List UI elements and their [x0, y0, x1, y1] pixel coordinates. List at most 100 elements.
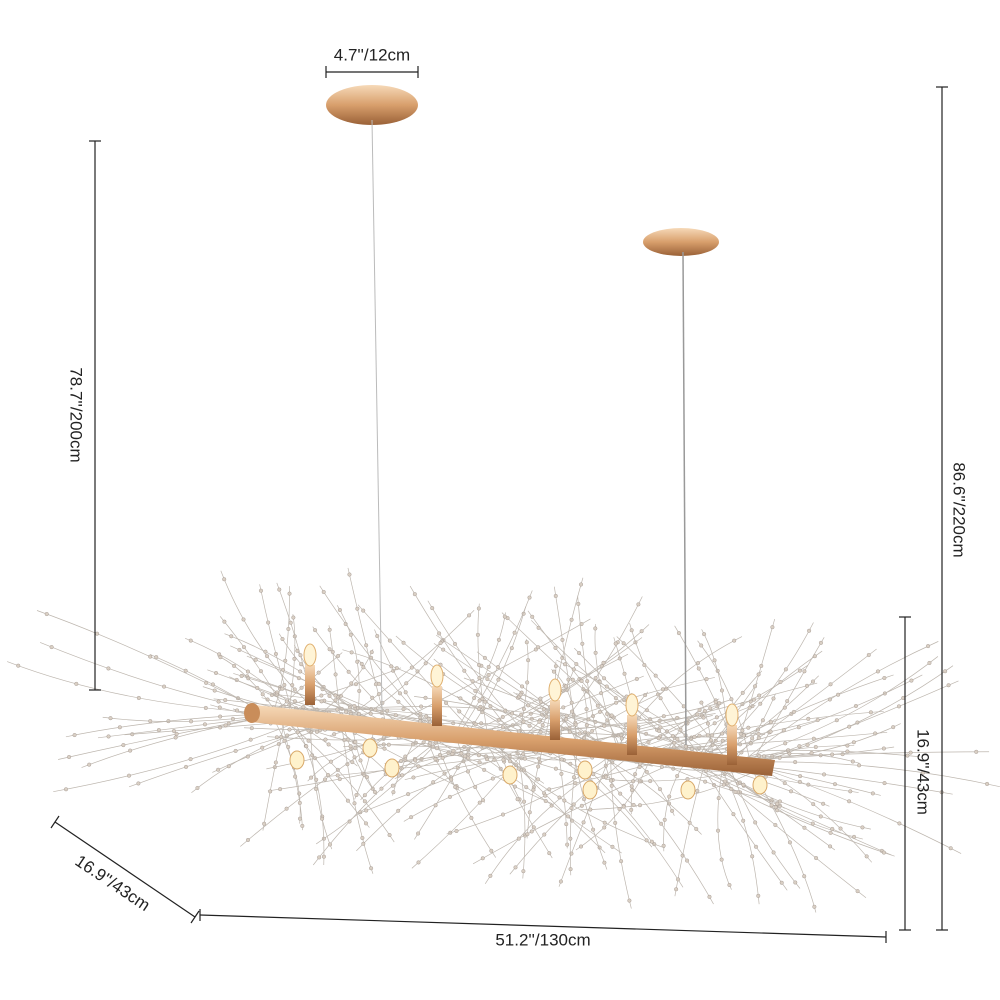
crystal-bead	[326, 772, 331, 777]
crystal-bead	[617, 806, 622, 811]
crystal-bead	[644, 769, 649, 774]
crystal-bead	[543, 793, 548, 798]
crystal-bead	[390, 783, 395, 788]
crystal-bead	[232, 663, 237, 668]
crystal-bead	[403, 690, 408, 695]
crystal-bead	[490, 776, 495, 781]
crystal-bead	[731, 812, 736, 817]
crystal-bead	[239, 673, 244, 678]
crystal-bead	[477, 698, 482, 703]
crystal-bead	[775, 801, 780, 806]
crystal-bead	[348, 744, 353, 749]
crystal-bead	[796, 725, 801, 730]
crystal-bead	[171, 729, 176, 734]
crystal-bead	[241, 645, 246, 650]
crystal-bead	[230, 716, 235, 721]
crystal-bead	[401, 707, 406, 712]
crystal-bead	[683, 744, 688, 749]
crystal-bead	[67, 755, 72, 760]
crystal-bead	[49, 645, 54, 650]
crystal-strand	[716, 761, 760, 905]
crystal-bead	[292, 656, 297, 661]
crystal-bead	[542, 832, 547, 837]
crystal-bead	[87, 762, 92, 767]
crystal-strand	[573, 682, 818, 747]
crystal-bead	[202, 722, 207, 727]
crystal-bead	[602, 820, 607, 825]
crystal-bead	[518, 692, 523, 697]
bulb	[548, 678, 562, 702]
dimension-label: 86.6''/220cm	[950, 462, 969, 557]
crystal-strand	[472, 757, 686, 865]
crystal-bead	[280, 637, 285, 642]
crystal-bead	[896, 704, 901, 709]
crystal-bead	[559, 757, 564, 762]
crystal-bead	[828, 830, 833, 835]
crystal-strand	[230, 645, 391, 727]
crystal-bead	[773, 823, 778, 828]
crystal-bead	[416, 860, 421, 865]
crystal-strand	[270, 712, 301, 824]
crystal-bead	[572, 775, 577, 780]
crystal-bead	[387, 638, 392, 643]
crystal-bead	[613, 641, 618, 646]
crystal-bead	[658, 696, 663, 701]
crystal-bead	[321, 589, 326, 594]
crystal-bead	[561, 705, 566, 710]
crystal-bead	[705, 721, 710, 726]
crystal-bead	[470, 679, 475, 684]
crystal-bead	[235, 708, 240, 713]
crystal-bead	[729, 787, 734, 792]
crystal-bead	[613, 820, 618, 825]
crystal-strand	[36, 610, 266, 713]
crystal-bead	[770, 625, 775, 630]
crystal-bead	[568, 867, 573, 872]
crystal-bead	[657, 728, 662, 733]
crystal-bead	[451, 748, 456, 753]
crystal-bead	[670, 808, 675, 813]
crystal-bead	[273, 760, 278, 765]
crystal-bead	[183, 668, 188, 673]
crystal-bead	[412, 592, 417, 597]
crystal-strand	[262, 714, 287, 831]
crystal-bead	[593, 650, 598, 655]
crystal-bead	[288, 620, 293, 625]
crystal-bead	[597, 709, 602, 714]
crystal-bead	[357, 688, 362, 693]
crystal-bead	[750, 854, 755, 859]
crystal-bead	[897, 821, 902, 826]
fixture-bar-end	[244, 703, 260, 723]
crystal-bead	[195, 785, 200, 790]
crystal-bead	[284, 699, 289, 704]
crystal-bead	[848, 789, 853, 794]
crystal-bead	[704, 677, 709, 682]
crystal-bead	[466, 756, 471, 761]
crystal-bead	[789, 789, 794, 794]
crystal-bead	[188, 638, 193, 643]
crystal-bead	[948, 846, 953, 851]
crystal-bead	[634, 676, 639, 681]
bulb	[502, 765, 518, 785]
crystal-bead	[613, 696, 618, 701]
crystal-bead	[741, 782, 746, 787]
crystal-bead	[204, 680, 209, 685]
crystal-strand	[450, 732, 622, 854]
bulb	[725, 703, 739, 727]
crystal-bead	[685, 777, 690, 782]
crystal-strand	[403, 747, 591, 822]
crystal-bead	[642, 663, 647, 668]
crystal-bead	[521, 869, 526, 874]
crystal-bead	[485, 677, 490, 682]
crystal-bead	[614, 700, 619, 705]
bulbs	[289, 643, 768, 800]
crystal-bead	[526, 658, 531, 663]
fixture-bar	[250, 705, 775, 776]
crystal-bead	[732, 638, 737, 643]
crystal-bead	[364, 821, 369, 826]
crystal-strand	[477, 603, 489, 737]
crystal-bead	[361, 608, 366, 613]
crystal-bead	[453, 784, 458, 789]
crystal-bead	[477, 800, 482, 805]
